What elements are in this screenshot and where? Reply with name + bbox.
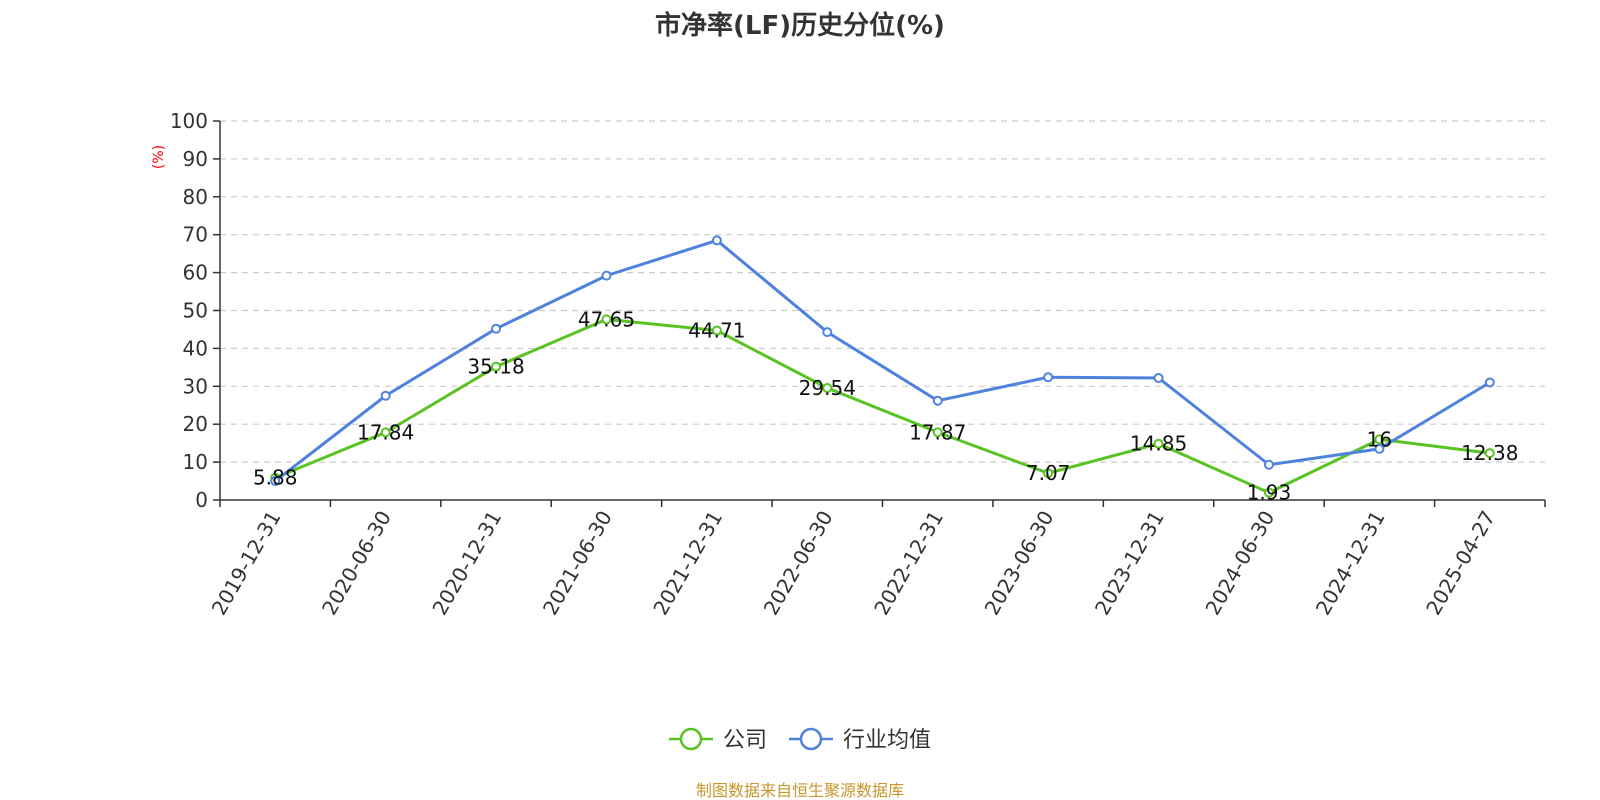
data-point-1-0: [270, 476, 281, 487]
x-tick-label-2024-12-31: 2024-12-31: [1311, 507, 1390, 620]
data-label-0-3: 47.65: [578, 307, 635, 331]
x-tick-label-2022-06-30: 2022-06-30: [759, 507, 838, 620]
x-tick-label-2023-12-31: 2023-12-31: [1090, 507, 1169, 620]
data-point-0-10: [1374, 434, 1385, 445]
data-point-0-5: [822, 383, 833, 394]
data-label-0-11: 12.38: [1461, 441, 1518, 465]
legend-label-1: 行业均值: [843, 728, 931, 753]
data-label-0-0: 5.88: [253, 466, 298, 490]
series-0: [270, 314, 1495, 498]
data-point-1-9: [1263, 459, 1274, 470]
x-tick-label-2021-06-30: 2021-06-30: [538, 507, 617, 620]
data-point-0-6: [932, 427, 943, 438]
legend-item-1[interactable]: 行业均值: [789, 727, 931, 753]
x-tick-label-2023-06-30: 2023-06-30: [980, 507, 1059, 620]
y-tick-label-100: 100: [170, 109, 208, 133]
data-label-0-4: 44.71: [688, 319, 745, 343]
y-tick-label-80: 80: [183, 185, 208, 209]
x-tick-label-2024-06-30: 2024-06-30: [1200, 507, 1279, 620]
legend[interactable]: 公司 行业均值: [669, 727, 931, 753]
data-point-1-5: [822, 327, 833, 338]
data-point-1-2: [491, 323, 502, 334]
y-axis-ticks: 0 10 20 30 40 50 60 70 80 90 100: [170, 109, 220, 512]
x-tick-label-2025-04-27: 2025-04-27: [1421, 507, 1500, 620]
grid-lines: [220, 120, 1545, 463]
series-line-0: [274, 317, 1490, 495]
data-label-0-1: 17.84: [357, 420, 414, 444]
data-point-0-4: [711, 325, 722, 336]
data-point-0-11: [1484, 448, 1495, 459]
data-point-0-2: [491, 361, 502, 372]
x-axis-ticks: 2019-12-31 2020-06-30 2020-12-31 2021-06-30…: [207, 500, 1546, 620]
legend-swatch-marker-1: [799, 727, 823, 751]
x-tick-label-2020-06-30: 2020-06-30: [317, 507, 396, 620]
y-tick-label-40: 40: [183, 336, 208, 360]
y-tick-label-10: 10: [183, 450, 208, 474]
y-tick-label-50: 50: [183, 299, 208, 323]
data-point-1-11: [1484, 377, 1495, 388]
y-tick-label-20: 20: [183, 412, 208, 436]
data-point-0-7: [1043, 468, 1054, 479]
data-label-0-5: 29.54: [799, 376, 856, 400]
legend-swatch-marker-0: [679, 727, 703, 751]
series-line-1: [274, 238, 1491, 483]
data-point-1-3: [601, 270, 612, 281]
data-label-0-2: 35.18: [467, 355, 524, 379]
data-point-1-7: [1043, 372, 1054, 383]
data-point-1-4: [711, 235, 722, 246]
x-tick-label-2020-12-31: 2020-12-31: [427, 507, 506, 620]
x-tick-label-2022-12-31: 2022-12-31: [869, 507, 948, 620]
data-point-0-8: [1153, 438, 1164, 449]
series-layer: [270, 235, 1495, 498]
y-tick-label-90: 90: [183, 147, 208, 171]
x-tick-label-2019-12-31: 2019-12-31: [207, 507, 286, 620]
data-point-0-1: [380, 427, 391, 438]
data-point-0-9: [1263, 487, 1274, 498]
legend-item-0[interactable]: 公司: [669, 727, 767, 753]
data-point-0-3: [601, 314, 612, 325]
data-label-0-6: 17.87: [909, 420, 966, 444]
series-1: [270, 235, 1495, 487]
data-label-0-9: 1.93: [1247, 481, 1292, 505]
chart-title: 市净率(LF)历史分位(%): [655, 10, 945, 41]
data-point-1-10: [1374, 443, 1385, 454]
data-label-0-8: 14.85: [1130, 432, 1187, 456]
y-tick-label-70: 70: [183, 223, 208, 247]
y-axis-unit-label: (%): [151, 145, 167, 169]
legend-label-0: 公司: [723, 728, 767, 753]
y-tick-label-0: 0: [195, 488, 208, 512]
y-tick-label-60: 60: [183, 261, 208, 285]
data-point-1-6: [932, 395, 943, 406]
x-tick-label-2021-12-31: 2021-12-31: [648, 507, 727, 620]
data-label-0-7: 7.07: [1026, 461, 1071, 485]
data-labels: 5.88 17.84 35.18 47.65 44.71 29.54 17.87 7.07 14…: [253, 307, 1518, 504]
data-point-1-1: [380, 390, 391, 401]
data-point-1-8: [1153, 372, 1164, 383]
y-tick-label-30: 30: [183, 374, 208, 398]
source-note: 制图数据来自恒生聚源数据库: [696, 781, 904, 800]
data-label-0-10: 16: [1367, 427, 1392, 451]
